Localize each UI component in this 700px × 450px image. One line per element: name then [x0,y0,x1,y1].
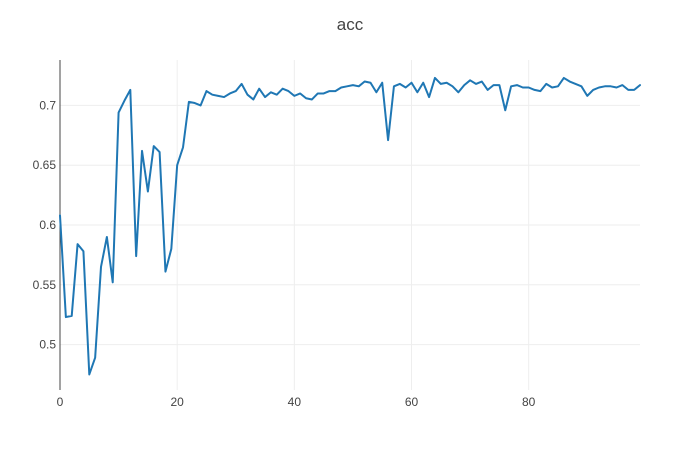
x-tick-label: 40 [288,395,302,409]
series-line [59,76,641,376]
y-tick-label: 0.55 [33,278,57,292]
x-tick-label: 80 [522,395,536,409]
x-tick-label: 20 [170,395,184,409]
grid [60,60,640,390]
chart-title: acc [337,15,364,34]
x-tick-label: 60 [405,395,419,409]
series-layer [59,76,641,376]
y-tick-label: 0.65 [33,158,57,172]
y-tick-label: 0.7 [39,98,56,112]
y-tick-label: 0.6 [39,218,56,232]
tick-labels: 0.5 0.55 0.6 0.65 0.7 0 20 40 60 80 [33,98,536,409]
y-tick-label: 0.5 [39,338,56,352]
x-tick-label: 0 [57,395,64,409]
